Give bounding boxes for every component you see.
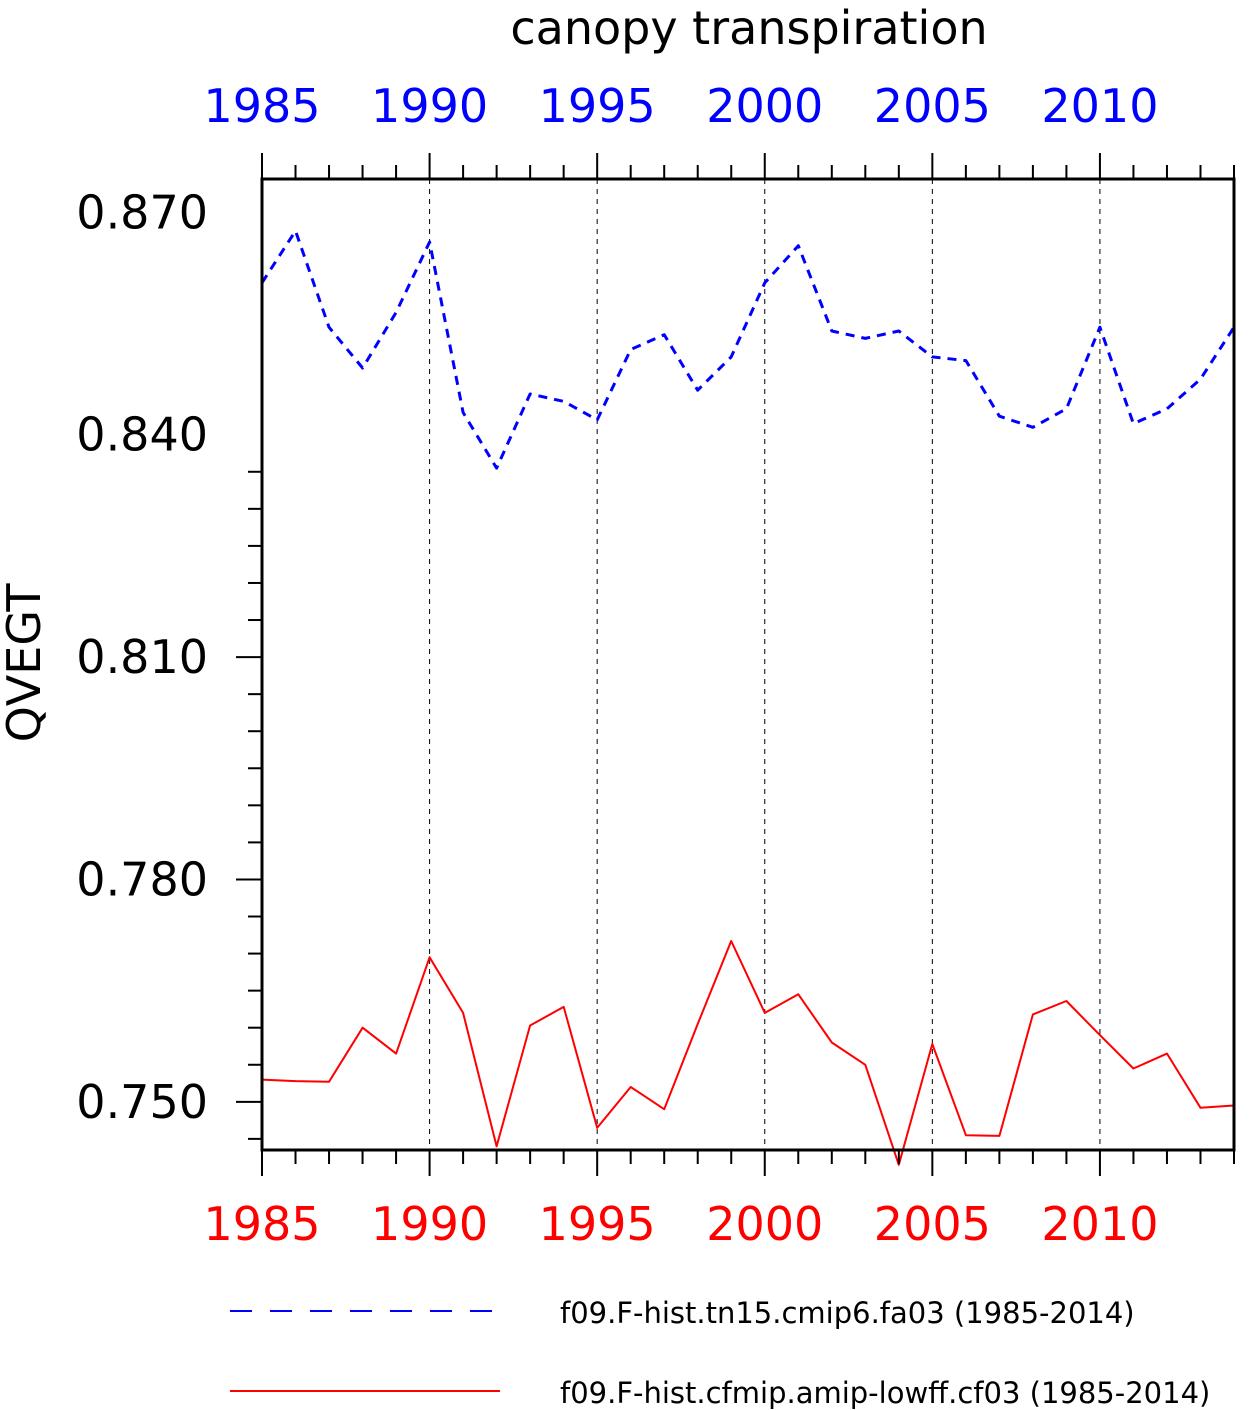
y-tick-label-0.840: 0.840 bbox=[76, 408, 208, 462]
y-tick-label-0.750: 0.750 bbox=[76, 1075, 208, 1129]
legend-label-2: f09.F-hist.cfmip.amip-lowff.cf03 (1985-2… bbox=[560, 1376, 1210, 1410]
y-axis-label: QVEGT bbox=[0, 583, 51, 743]
x-tick-label-bottom-1985: 1985 bbox=[203, 1197, 320, 1251]
legend-label-1: f09.F-hist.tn15.cmip6.fa03 (1985-2014) bbox=[560, 1296, 1135, 1330]
axis-ticks bbox=[236, 153, 1235, 1176]
plot-frame bbox=[260, 177, 1236, 1152]
data-series bbox=[260, 229, 1236, 1166]
x-tick-label-bottom-2005: 2005 bbox=[874, 1197, 991, 1251]
x-tick-label-top-1985: 1985 bbox=[203, 79, 320, 133]
chart-title: canopy transpiration bbox=[510, 1, 987, 55]
legend: f09.F-hist.tn15.cmip6.fa03 (1985-2014) f0… bbox=[230, 1296, 1210, 1410]
x-tick-label-top-1990: 1990 bbox=[371, 79, 488, 133]
x-tick-label-top-2005: 2005 bbox=[874, 79, 991, 133]
vertical-gridlines bbox=[429, 179, 1101, 1150]
y-tick-label-0.810: 0.810 bbox=[76, 630, 208, 684]
x-tick-label-top-1995: 1995 bbox=[539, 79, 656, 133]
y-tick-label-0.870: 0.870 bbox=[76, 185, 208, 239]
x-tick-label-top-2000: 2000 bbox=[706, 79, 823, 133]
x-tick-label-bottom-1995: 1995 bbox=[539, 1197, 656, 1251]
series-line-2 bbox=[261, 940, 1235, 1166]
x-tick-label-bottom-2000: 2000 bbox=[706, 1197, 823, 1251]
x-tick-label-bottom-1990: 1990 bbox=[371, 1197, 488, 1251]
x-tick-label-bottom-2010: 2010 bbox=[1041, 1197, 1158, 1251]
y-tick-label-0.780: 0.780 bbox=[76, 852, 208, 906]
x-tick-label-top-2010: 2010 bbox=[1041, 79, 1158, 133]
tick-labels: 0.750 0.780 0.810 0.840 0.870 1985 1985 1990 199… bbox=[76, 79, 1158, 1251]
series-line-1 bbox=[260, 229, 1236, 470]
